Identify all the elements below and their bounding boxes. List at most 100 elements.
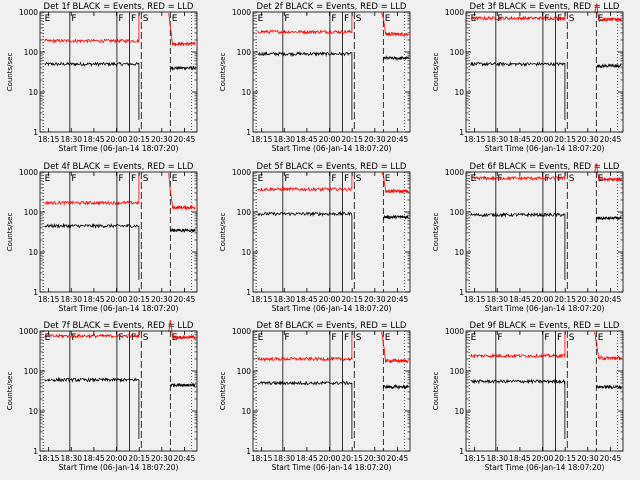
events-series-line bbox=[44, 61, 140, 120]
x-tick-label: 20:45 bbox=[174, 295, 196, 304]
plot-frame bbox=[252, 171, 411, 293]
plot-frame bbox=[39, 11, 198, 133]
marker-label: F bbox=[118, 14, 123, 24]
events-series-line bbox=[470, 61, 566, 120]
y-tick-label: 10 bbox=[454, 407, 464, 416]
x-tick-label: 18:30 bbox=[273, 295, 295, 304]
x-tick-label: 20:00 bbox=[319, 454, 341, 463]
x-tick-label: 20:30 bbox=[364, 454, 386, 463]
x-axis-label: Start Time (06-Jan-14 18:07:20) bbox=[59, 463, 179, 472]
plot-frame bbox=[465, 330, 624, 452]
x-axis-label: Start Time (06-Jan-14 18:07:20) bbox=[59, 304, 179, 313]
y-tick-label: 1000 bbox=[19, 8, 38, 17]
panel-det-4: Det 4f BLACK = Events, RED = LLD Counts/s… bbox=[6, 162, 198, 313]
marker-label: E bbox=[598, 14, 604, 24]
lld-series-line bbox=[257, 332, 353, 362]
y-tick-label: 100 bbox=[24, 48, 39, 57]
x-tick-label: 20:15 bbox=[128, 454, 150, 463]
x-tick-label: 20:00 bbox=[106, 135, 128, 144]
marker-label: S bbox=[143, 14, 149, 24]
y-tick-label: 1 bbox=[246, 447, 251, 456]
plot-frame bbox=[465, 11, 624, 133]
x-tick-label: 20:15 bbox=[341, 295, 363, 304]
x-tick-label: 20:45 bbox=[174, 454, 196, 463]
x-tick-label: 20:45 bbox=[387, 454, 409, 463]
x-tick-label: 20:45 bbox=[600, 295, 622, 304]
x-tick-label: 18:15 bbox=[38, 295, 60, 304]
marker-label: E bbox=[258, 14, 264, 24]
marker-label: E bbox=[385, 14, 391, 24]
x-tick-label: 18:30 bbox=[486, 295, 508, 304]
events-series-line bbox=[44, 376, 140, 439]
x-tick-label: 20:00 bbox=[106, 454, 128, 463]
panel-det-5: Det 5f BLACK = Events, RED = LLD Counts/s… bbox=[219, 162, 411, 313]
x-tick-label: 20:45 bbox=[600, 135, 622, 144]
marker-label: E bbox=[258, 333, 264, 343]
marker-label: F bbox=[71, 174, 76, 184]
x-tick-label: 20:30 bbox=[151, 135, 173, 144]
y-tick-label: 1000 bbox=[232, 8, 251, 17]
marker-label: S bbox=[356, 333, 362, 343]
events-series-line bbox=[383, 214, 409, 220]
marker-label: F bbox=[131, 333, 136, 343]
x-tick-label: 18:45 bbox=[509, 135, 531, 144]
x-tick-label: 18:15 bbox=[251, 295, 273, 304]
x-tick-label: 20:15 bbox=[128, 135, 150, 144]
y-tick-label: 10 bbox=[28, 248, 38, 257]
y-tick-label: 1 bbox=[33, 128, 38, 137]
y-axis-label: Counts/sec bbox=[219, 372, 227, 411]
x-tick-label: 20:00 bbox=[532, 135, 554, 144]
x-tick-label: 18:15 bbox=[464, 454, 486, 463]
y-tick-label: 1 bbox=[459, 288, 464, 297]
events-series-line bbox=[470, 212, 566, 280]
x-axis-label: Start Time (06-Jan-14 18:07:20) bbox=[485, 463, 605, 472]
y-axis-label: Counts/sec bbox=[432, 372, 440, 411]
chart-title: Det 6f BLACK = Events, RED = LLD bbox=[470, 162, 620, 172]
x-tick-label: 18:45 bbox=[296, 135, 318, 144]
x-tick-label: 20:15 bbox=[341, 135, 363, 144]
chart-title: Det 9f BLACK = Events, RED = LLD bbox=[470, 321, 620, 331]
lld-series-line bbox=[594, 2, 622, 23]
x-tick-label: 18:30 bbox=[486, 454, 508, 463]
x-tick-label: 20:00 bbox=[532, 454, 554, 463]
x-axis-label: Start Time (06-Jan-14 18:07:20) bbox=[272, 463, 392, 472]
y-tick-label: 1 bbox=[459, 447, 464, 456]
y-tick-label: 1000 bbox=[19, 168, 38, 177]
x-tick-label: 18:45 bbox=[296, 295, 318, 304]
y-tick-label: 100 bbox=[450, 48, 465, 57]
marker-label: E bbox=[172, 174, 178, 184]
x-tick-label: 18:45 bbox=[83, 454, 105, 463]
events-series-line bbox=[169, 65, 196, 72]
lld-series-line bbox=[381, 331, 409, 364]
x-tick-label: 18:30 bbox=[60, 135, 82, 144]
y-tick-label: 10 bbox=[241, 248, 251, 257]
chart-title: Det 2f BLACK = Events, RED = LLD bbox=[257, 2, 407, 12]
panel-det-2: Det 2f BLACK = Events, RED = LLD Counts/s… bbox=[219, 2, 411, 153]
events-series-line bbox=[595, 384, 622, 390]
y-tick-label: 100 bbox=[237, 208, 252, 217]
lld-series-line bbox=[44, 332, 140, 340]
x-tick-label: 20:15 bbox=[341, 454, 363, 463]
events-series-line bbox=[382, 55, 409, 61]
marker-label: F bbox=[544, 333, 549, 343]
events-series-line bbox=[382, 384, 409, 391]
marker-label: S bbox=[143, 174, 149, 184]
y-tick-label: 10 bbox=[241, 88, 251, 97]
x-axis-label: Start Time (06-Jan-14 18:07:20) bbox=[272, 304, 392, 313]
marker-label: S bbox=[356, 14, 362, 24]
panel-det-1: Det 1f BLACK = Events, RED = LLD Counts/s… bbox=[6, 2, 198, 153]
x-axis-label: Start Time (06-Jan-14 18:07:20) bbox=[485, 304, 605, 313]
lld-series-line bbox=[44, 13, 140, 44]
x-axis-label: Start Time (06-Jan-14 18:07:20) bbox=[59, 144, 179, 153]
marker-label: F bbox=[131, 14, 136, 24]
y-tick-label: 1 bbox=[33, 288, 38, 297]
lld-series-line bbox=[168, 12, 196, 47]
x-tick-label: 20:30 bbox=[151, 295, 173, 304]
marker-label: F bbox=[344, 333, 349, 343]
events-series-line bbox=[596, 216, 622, 221]
panel-det-9: Det 9f BLACK = Events, RED = LLD Counts/s… bbox=[432, 321, 624, 472]
x-tick-label: 20:30 bbox=[151, 454, 173, 463]
lld-series-line bbox=[594, 163, 622, 182]
